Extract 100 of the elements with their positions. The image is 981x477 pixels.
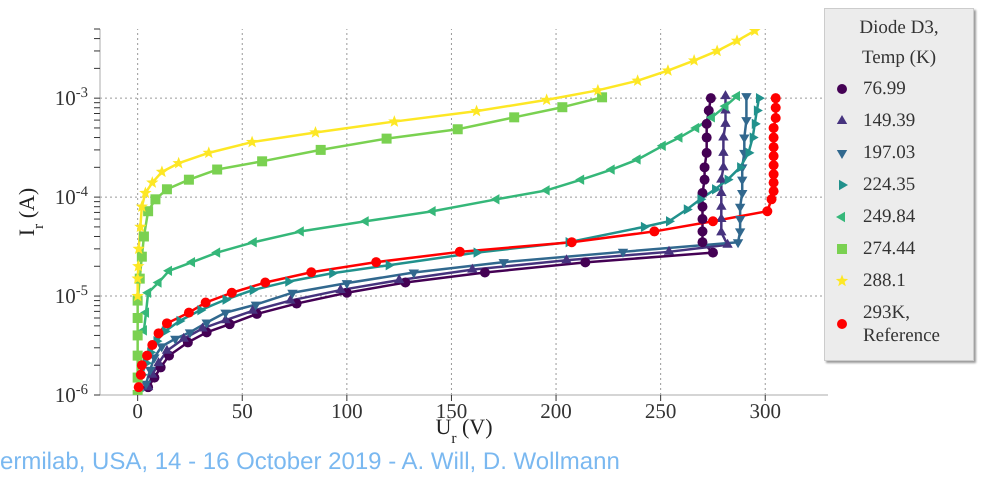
- y-tick-label: 10$^{-3}$: [54, 85, 88, 110]
- y-tick-label: 10$^{-6}$: [54, 382, 88, 407]
- point: [664, 246, 674, 255]
- point: [212, 164, 222, 175]
- point: [154, 328, 164, 338]
- point: [140, 307, 150, 318]
- point: [156, 165, 168, 178]
- point: [480, 268, 490, 278]
- point: [768, 122, 779, 133]
- point: [150, 194, 160, 204]
- point: [716, 213, 727, 222]
- point: [697, 237, 708, 248]
- point: [156, 343, 167, 352]
- point: [716, 187, 727, 196]
- point: [718, 132, 729, 141]
- point: [597, 92, 608, 102]
- point: [706, 93, 716, 104]
- point: [540, 185, 550, 196]
- point: [768, 186, 779, 196]
- point: [710, 44, 724, 56]
- point: [580, 257, 590, 268]
- legend-label: 274.44: [863, 237, 916, 260]
- point: [768, 169, 779, 180]
- point: [770, 113, 781, 124]
- point: [309, 126, 322, 138]
- x-tick-label: 300: [749, 398, 781, 423]
- point: [136, 360, 147, 370]
- y-tick-label: 10$^{-5}$: [54, 283, 88, 308]
- point: [470, 104, 483, 116]
- point: [697, 214, 708, 224]
- point: [162, 318, 172, 328]
- point: [152, 277, 162, 288]
- point: [136, 252, 147, 262]
- point: [768, 132, 779, 143]
- point: [186, 256, 196, 268]
- point: [335, 284, 346, 294]
- point: [768, 178, 779, 188]
- legend-label: 288.1: [863, 269, 906, 292]
- point: [702, 132, 712, 143]
- point: [246, 136, 258, 148]
- x-tick-label: 50: [232, 398, 253, 423]
- x-tick-label: 250: [644, 398, 676, 423]
- y-tick-label: 10$^{-4}$: [54, 184, 89, 210]
- point: [394, 274, 404, 284]
- legend-title: Diode D3, Temp (K): [859, 17, 939, 68]
- legend-label: 149.39: [863, 109, 916, 132]
- point: [132, 260, 144, 272]
- x-tick-label: 100: [331, 398, 363, 423]
- point: [371, 257, 382, 268]
- point: [561, 254, 572, 264]
- x-tick-label: 200: [540, 398, 572, 423]
- point: [138, 231, 149, 242]
- point: [306, 267, 316, 278]
- point: [467, 264, 478, 273]
- point: [163, 266, 172, 276]
- legend-label: 224.35: [863, 173, 916, 196]
- point: [360, 216, 369, 226]
- point: [700, 162, 710, 172]
- point: [704, 106, 714, 116]
- point: [147, 340, 158, 350]
- x-tick-label: 0: [132, 398, 143, 423]
- legend-label: 197.03: [863, 141, 916, 164]
- point: [260, 278, 270, 288]
- point: [162, 184, 172, 194]
- point: [136, 370, 146, 380]
- point: [756, 92, 765, 104]
- legend-label: 76.99: [863, 77, 906, 100]
- point: [131, 272, 144, 284]
- point: [754, 105, 763, 116]
- point: [509, 112, 520, 122]
- point: [132, 313, 143, 324]
- point: [575, 174, 584, 185]
- point: [382, 134, 392, 144]
- point: [762, 206, 772, 216]
- point: [734, 228, 746, 238]
- point: [153, 357, 164, 366]
- point: [708, 248, 718, 258]
- point: [184, 329, 196, 338]
- point: [697, 226, 708, 236]
- point: [700, 174, 710, 185]
- point: [146, 176, 158, 188]
- point: [200, 298, 211, 308]
- point: [139, 186, 152, 198]
- point: [452, 124, 463, 134]
- point: [649, 226, 660, 236]
- point: [184, 308, 194, 318]
- point: [142, 288, 152, 298]
- point: [606, 164, 615, 175]
- point: [632, 154, 641, 165]
- point: [702, 148, 712, 158]
- point: [388, 115, 401, 127]
- point: [697, 194, 706, 205]
- point: [211, 247, 220, 258]
- point: [708, 216, 718, 226]
- point: [170, 336, 181, 345]
- point: [697, 202, 708, 212]
- point: [684, 204, 693, 215]
- point: [720, 90, 731, 100]
- point: [285, 294, 296, 304]
- point: [316, 144, 326, 155]
